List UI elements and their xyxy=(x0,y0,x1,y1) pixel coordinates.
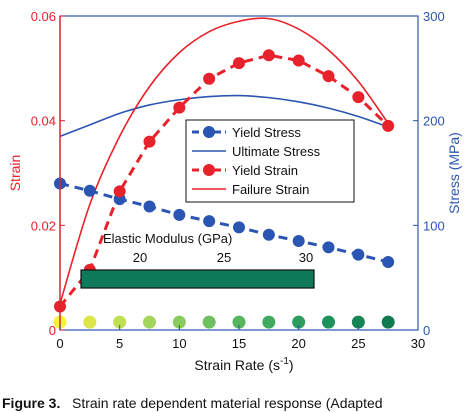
data-point-yield-strain xyxy=(143,135,156,148)
bottom-tick-label: 30 xyxy=(411,336,425,351)
data-point-yield-stress xyxy=(292,235,305,248)
left-tick-label: 0.04 xyxy=(31,114,56,129)
data-point-yield-stress xyxy=(352,248,365,261)
bottom-tick-label: 10 xyxy=(172,336,186,351)
bottom-tick-label: 20 xyxy=(291,336,305,351)
data-point-yield-strain xyxy=(292,54,305,67)
elastic-modulus-point xyxy=(202,315,216,329)
bottom-tick-label: 25 xyxy=(351,336,365,351)
right-axis-title: Stress (MPa) xyxy=(446,132,462,214)
data-point-yield-stress xyxy=(173,208,186,221)
caption-label: Figure 3. xyxy=(2,395,60,411)
data-point-yield-stress xyxy=(382,255,395,268)
left-tick-label: 0.02 xyxy=(31,218,56,233)
series-line-yield-strain xyxy=(58,53,390,308)
legend-label: Failure Strain xyxy=(232,182,309,197)
elastic-modulus-point xyxy=(292,315,306,329)
data-point-yield-strain xyxy=(262,49,275,62)
marker-layer xyxy=(53,49,395,329)
right-tick-label: 300 xyxy=(423,9,445,24)
bottom-tick-label: 15 xyxy=(232,336,246,351)
elastic-modulus-point xyxy=(113,315,127,329)
left-tick-label: 0 xyxy=(49,323,56,338)
right-tick-label: 0 xyxy=(423,323,430,338)
data-point-yield-stress xyxy=(203,215,216,228)
data-point-yield-stress xyxy=(322,241,335,254)
data-point-yield-stress xyxy=(83,184,96,197)
colorbar-tick-label: 20 xyxy=(133,250,147,265)
elastic-modulus-point xyxy=(322,315,335,329)
data-point-yield-stress xyxy=(233,221,245,234)
legend-marker xyxy=(203,126,215,138)
elastic-modulus-point xyxy=(172,315,186,329)
left-axis-title: Strain xyxy=(7,155,23,192)
legend-marker xyxy=(203,164,215,176)
right-tick-label: 200 xyxy=(423,114,445,129)
legend-label: Ultimate Stress xyxy=(232,144,321,159)
data-point-yield-stress xyxy=(262,228,275,241)
data-point-yield-strain xyxy=(113,185,126,198)
data-point-yield-stress xyxy=(143,200,156,213)
colorbar-bar xyxy=(80,269,315,289)
series-layer xyxy=(58,17,390,308)
data-point-yield-strain xyxy=(382,119,395,132)
elastic-modulus-point xyxy=(83,315,97,329)
data-point-yield-strain xyxy=(352,91,365,104)
right-tick-label: 100 xyxy=(423,218,445,233)
axes: 0 0.02 0.04 0.06 0 100 200 300 0 5 10 15 20 25 30 Strai… xyxy=(7,9,462,373)
legend: Yield Stress Ultimate Stress Yield Strain F… xyxy=(185,119,355,203)
elastic-modulus-colorbar: Elastic Modulus (GPa) 20 25 30 xyxy=(80,231,315,289)
data-point-yield-strain xyxy=(173,101,186,114)
left-tick-label: 0.06 xyxy=(31,9,56,24)
elastic-modulus-point xyxy=(381,315,395,329)
colorbar-tick-label: 30 xyxy=(299,250,313,265)
colorbar-tick-label: 25 xyxy=(217,250,231,265)
series-line-ultimate-stress xyxy=(59,94,389,138)
bottom-tick-label: 0 xyxy=(56,336,63,351)
series-line-yield-stress xyxy=(59,182,389,264)
data-point-yield-strain xyxy=(322,70,335,83)
elastic-modulus-point xyxy=(143,315,156,329)
data-point-yield-strain xyxy=(203,72,216,85)
data-point-yield-strain xyxy=(233,57,245,70)
series-line-failure-strain xyxy=(59,17,389,305)
elastic-modulus-point xyxy=(351,315,365,329)
colorbar-title: Elastic Modulus (GPa) xyxy=(103,231,232,246)
legend-label: Yield Strain xyxy=(232,163,298,178)
elastic-modulus-point xyxy=(262,315,276,329)
caption-text: Strain rate dependent material response … xyxy=(72,395,383,411)
legend-label: Yield Stress xyxy=(232,125,301,140)
elastic-modulus-point xyxy=(232,315,246,329)
bottom-axis-title: Strain Rate (s-1) xyxy=(194,356,293,373)
bottom-tick-label: 5 xyxy=(116,336,123,351)
